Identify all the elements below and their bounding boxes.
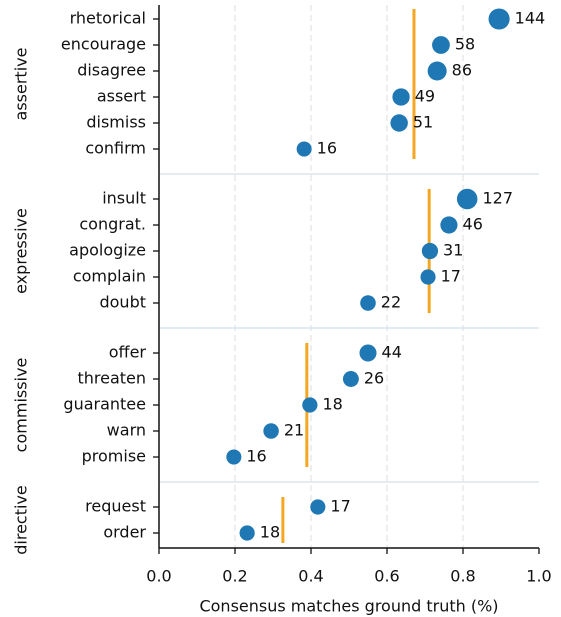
x-tick-label: 0.8 (450, 567, 475, 586)
x-tick-label: 0.2 (222, 567, 247, 586)
dot (420, 269, 436, 285)
count-label: 18 (260, 523, 280, 542)
dot (421, 242, 439, 260)
y-tick-label: threaten (77, 369, 146, 388)
dot (392, 88, 410, 106)
x-axis-label: Consensus matches ground truth (%) (199, 597, 498, 616)
y-tick-label: rhetorical (70, 9, 146, 28)
y-tick-label: guarantee (63, 395, 146, 414)
count-label: 44 (382, 343, 402, 362)
count-label: 144 (515, 9, 546, 28)
y-tick-label: dismiss (86, 113, 146, 132)
dot (456, 188, 478, 210)
dot (239, 525, 255, 541)
y-tick-label: insult (102, 189, 146, 208)
count-label: 31 (443, 241, 463, 260)
y-tick-label: doubt (99, 293, 146, 312)
dot (342, 371, 359, 387)
y-tick-label: order (103, 523, 146, 542)
dot (310, 499, 326, 515)
count-label: 22 (381, 293, 401, 312)
dot (359, 344, 377, 362)
y-tick-label: congrat. (79, 215, 146, 234)
x-tick-label: 0.6 (374, 567, 399, 586)
y-tick-label: complain (73, 267, 146, 286)
y-tick-label: disagree (77, 61, 146, 80)
y-tick-label: assert (97, 87, 146, 106)
count-label: 17 (441, 267, 461, 286)
dot (432, 36, 450, 54)
count-label: 51 (413, 113, 433, 132)
dot (226, 449, 242, 465)
y-tick-label: apologize (69, 241, 146, 260)
y-tick-label: confirm (85, 139, 146, 158)
y-tick-label: offer (109, 343, 147, 362)
dot (360, 295, 376, 311)
dot (440, 216, 458, 234)
count-label: 21 (284, 421, 304, 440)
count-label: 26 (364, 369, 384, 388)
x-tick-label: 0.4 (298, 567, 323, 586)
dot (263, 423, 279, 439)
y-tick-label: warn (107, 421, 146, 440)
y-tick-label: encourage (61, 35, 146, 54)
group-label: expressive (12, 208, 31, 294)
dot (296, 141, 312, 157)
group-label: directive (12, 485, 31, 555)
count-label: 16 (246, 447, 266, 466)
dot (390, 114, 408, 132)
dot (427, 61, 447, 81)
group-label: commissive (12, 358, 31, 453)
count-label: 49 (415, 87, 435, 106)
count-label: 16 (317, 139, 337, 158)
dot (488, 8, 510, 30)
count-label: 18 (322, 395, 342, 414)
y-tick-label: request (85, 497, 146, 516)
count-label: 46 (463, 215, 483, 234)
count-label: 86 (452, 61, 472, 80)
x-tick-label: 1.0 (526, 567, 551, 586)
dot (302, 397, 318, 413)
count-label: 58 (455, 35, 475, 54)
group-label: assertive (12, 48, 31, 121)
x-tick-label: 0.0 (146, 567, 171, 586)
y-tick-label: promise (82, 447, 146, 466)
count-label: 17 (330, 497, 350, 516)
count-label: 127 (482, 189, 513, 208)
